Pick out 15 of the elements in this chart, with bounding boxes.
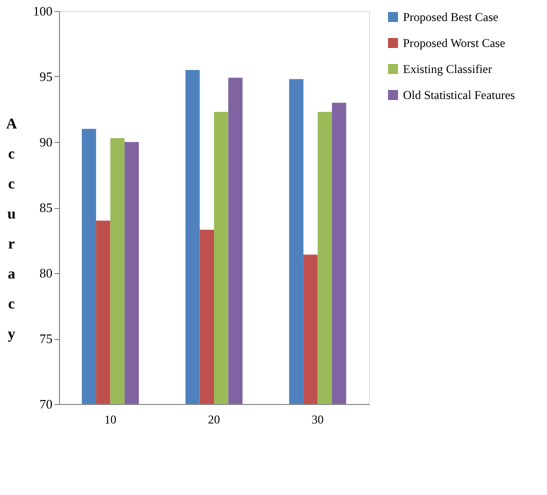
y-tick-label: 70	[40, 396, 52, 412]
x-tick-label: 30	[312, 412, 324, 426]
y-tick-label: 75	[40, 331, 52, 346]
legend-label: Old Statistical Features	[403, 88, 516, 102]
legend-label: Proposed Worst Case	[403, 36, 506, 50]
y-tick-label: 95	[40, 69, 52, 84]
y-axis-title: Accuracy	[6, 116, 18, 342]
x-tick-label: 10	[104, 412, 116, 426]
y-tick-label: 90	[40, 134, 52, 150]
y-tick-label: 80	[40, 266, 52, 280]
y-tick-label: 85	[40, 200, 52, 215]
x-tick-label: 20	[208, 412, 220, 426]
y-tick-label: 100	[33, 4, 52, 18]
legend-label: Proposed Best Case	[403, 10, 498, 24]
legend-label: Existing Classifier	[403, 62, 492, 76]
